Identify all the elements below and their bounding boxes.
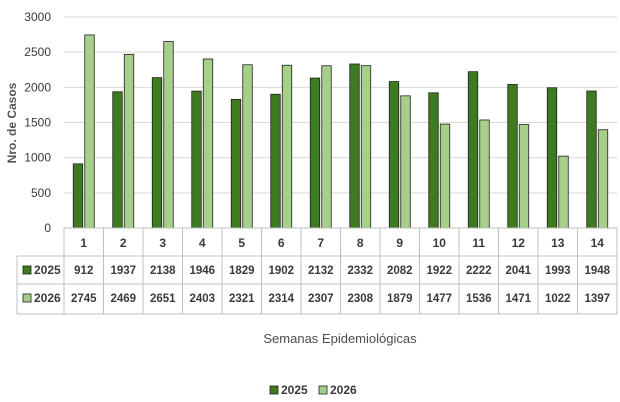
legend: 2025 2026 xyxy=(269,383,357,397)
bar-2025-1 xyxy=(72,163,84,229)
x-tick-label: 13 xyxy=(551,236,565,250)
bar-2025-11 xyxy=(467,71,479,229)
bar-2026-9 xyxy=(400,95,411,229)
data-label: 1948 xyxy=(584,265,610,277)
bar-2026-1 xyxy=(84,34,95,229)
bar-2025-4 xyxy=(191,90,202,229)
bar-2025-14 xyxy=(586,90,597,229)
x-tick-label: 9 xyxy=(396,236,403,250)
x-tick-label: 14 xyxy=(591,236,605,250)
bar-2025-3 xyxy=(151,77,163,229)
data-label: 1946 xyxy=(189,265,215,277)
y-tick-label: 1500 xyxy=(24,116,51,130)
bar-2025-5 xyxy=(230,98,242,229)
data-label: 2132 xyxy=(308,265,334,277)
bar-2025-8 xyxy=(349,63,360,229)
bar-2025-6 xyxy=(270,93,281,229)
bar-2026-3 xyxy=(163,41,174,229)
data-label: 912 xyxy=(74,265,93,277)
x-tick-label: 3 xyxy=(159,236,166,250)
legend-swatch-2026 xyxy=(318,385,328,395)
data-label: 2308 xyxy=(347,293,373,305)
data-label: 1536 xyxy=(466,293,492,305)
bar-2026-7 xyxy=(321,65,332,229)
data-label: 1922 xyxy=(426,265,452,277)
x-tick-label: 4 xyxy=(199,236,206,250)
bar-2025-12 xyxy=(507,84,518,229)
bar-2026-6 xyxy=(281,64,293,229)
bar-2026-12 xyxy=(518,124,530,229)
data-label: 2307 xyxy=(308,293,334,305)
gridlines xyxy=(64,16,617,229)
x-tick-label: 10 xyxy=(433,236,447,250)
bar-2025-13 xyxy=(546,87,558,229)
y-tick-label: 2500 xyxy=(24,45,51,59)
bars xyxy=(72,34,609,229)
x-tick-label: 6 xyxy=(278,236,285,250)
table-series-label: 2026 xyxy=(34,291,61,305)
bar-2026-2 xyxy=(123,53,135,229)
table-legend-key-2025 xyxy=(22,265,32,275)
y-tick-label: 2000 xyxy=(24,80,51,94)
legend-label: 2026 xyxy=(330,383,357,397)
x-tick-label: 1 xyxy=(80,236,87,250)
x-tick-label: 8 xyxy=(357,236,364,250)
x-tick-label: 12 xyxy=(512,236,526,250)
y-tick-label: 1000 xyxy=(24,151,51,165)
table-series-label: 2025 xyxy=(34,263,61,277)
bar-2025-2 xyxy=(112,91,123,229)
data-label: 2082 xyxy=(387,265,413,277)
x-axis-title: Semanas Epidemiológicas xyxy=(263,331,417,346)
legend-swatch-2025 xyxy=(269,385,279,395)
data-label: 1829 xyxy=(229,265,255,277)
data-label: 2041 xyxy=(505,265,531,277)
y-axis-ticks: 0 500 1000 1500 2000 2500 3000 xyxy=(24,10,51,235)
bar-2026-8 xyxy=(360,65,372,229)
x-tick-label: 5 xyxy=(238,236,245,250)
bar-2026-10 xyxy=(439,123,451,229)
bar-2025-10 xyxy=(428,92,439,229)
y-tick-label: 0 xyxy=(44,221,51,235)
data-label: 2403 xyxy=(189,293,215,305)
bar-2026-13 xyxy=(558,155,569,229)
data-label: 1902 xyxy=(268,265,294,277)
x-tick-label: 7 xyxy=(317,236,324,250)
data-label: 1879 xyxy=(387,293,413,305)
x-tick-label: 2 xyxy=(120,236,127,250)
bar-2026-5 xyxy=(242,64,253,229)
data-label: 1477 xyxy=(426,293,452,305)
x-tick-label: 11 xyxy=(472,236,485,250)
data-label: 2138 xyxy=(150,265,176,277)
data-label: 1022 xyxy=(545,293,571,305)
y-tick-label: 3000 xyxy=(24,10,51,24)
bar-2026-11 xyxy=(479,119,490,229)
y-tick-label: 500 xyxy=(31,186,51,200)
data-label: 2321 xyxy=(229,293,255,305)
data-label: 2745 xyxy=(71,293,97,305)
data-label: 2469 xyxy=(110,293,136,305)
bar-2026-4 xyxy=(202,58,214,229)
data-label: 1471 xyxy=(505,293,531,305)
data-label: 2222 xyxy=(466,265,492,277)
bar-2025-7 xyxy=(309,77,321,229)
data-label: 1397 xyxy=(584,293,610,305)
table-legend-key-2026 xyxy=(22,293,32,303)
bar-2025-9 xyxy=(388,81,400,229)
data-label: 2332 xyxy=(347,265,373,277)
legend-label: 2025 xyxy=(281,383,308,397)
data-label: 2651 xyxy=(150,293,176,305)
data-label: 1993 xyxy=(545,265,571,277)
y-axis-title: Nro. de Casos xyxy=(5,82,19,163)
data-label: 1937 xyxy=(110,265,136,277)
data-label: 2314 xyxy=(268,293,294,305)
bar-2026-14 xyxy=(597,129,609,229)
